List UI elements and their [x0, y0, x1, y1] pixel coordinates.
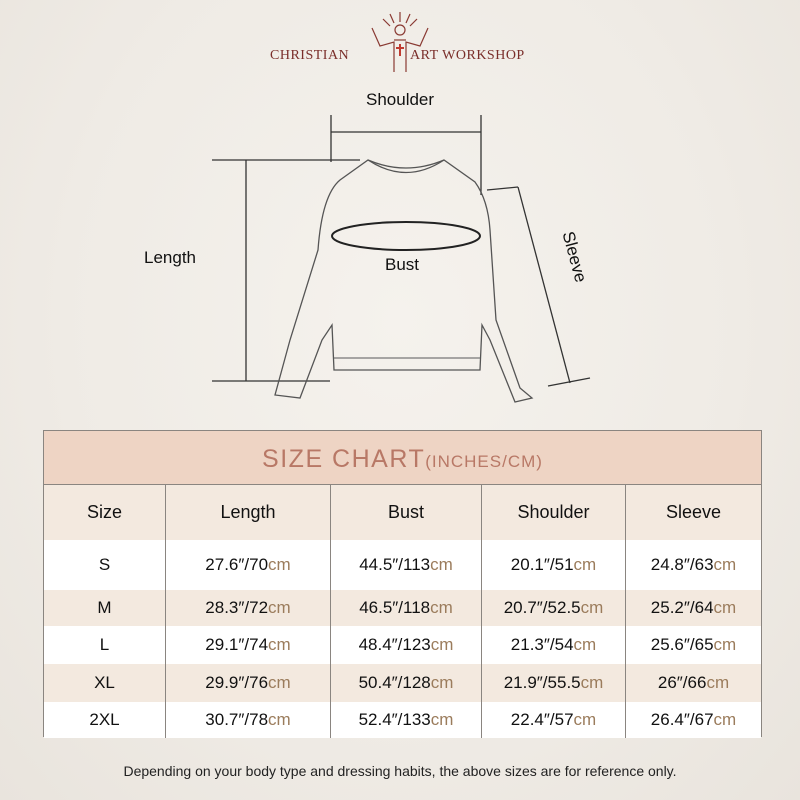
- measure-cell: 50.4″/128 cm: [331, 664, 482, 702]
- measure-value: 24.8″/63: [650, 555, 714, 574]
- measure-value: 22.4″/57: [510, 710, 574, 729]
- measure-value: 52.4″/133: [358, 710, 431, 729]
- unit-cm: cm: [268, 673, 291, 692]
- header-shoulder: Shoulder: [482, 485, 626, 540]
- measure-cell: 44.5″/113 cm: [331, 540, 482, 590]
- measure-value: 28.3″/72: [205, 598, 269, 617]
- unit-cm: cm: [713, 635, 737, 654]
- measure-cell: 25.2″/64 cm: [626, 590, 761, 626]
- measure-cell: 29.1″/74 cm: [166, 626, 331, 664]
- measure-cell: 22.4″/57 cm: [482, 702, 626, 738]
- unit-cm: cm: [268, 598, 291, 617]
- measure-value: 21.3″/54: [510, 635, 574, 654]
- size-cell: S: [44, 540, 166, 590]
- measure-cell: 29.9″/76 cm: [166, 664, 331, 702]
- unit-cm: cm: [580, 673, 604, 692]
- shoulder-label: Shoulder: [366, 90, 435, 109]
- unit-cm: cm: [430, 555, 453, 574]
- unit-cm: cm: [580, 598, 604, 617]
- unit-cm: cm: [713, 710, 737, 729]
- measure-value: 21.9″/55.5: [503, 673, 581, 692]
- brand-name-left: CHRISTIAN: [270, 48, 350, 63]
- christ-logo-icon: [371, 12, 429, 72]
- measure-value: 30.7″/78: [205, 710, 269, 729]
- measure-cell: 25.6″/65 cm: [626, 626, 761, 664]
- measure-cell: 24.8″/63 cm: [626, 540, 761, 590]
- unit-cm: cm: [268, 555, 291, 574]
- unit-cm: cm: [713, 555, 737, 574]
- sweater-diagram: [212, 115, 591, 403]
- header-length: Length: [166, 485, 331, 540]
- table-row: S 27.6″/70 cm 44.5″/113 cm 20.1″/51 cm 24.8″/63…: [44, 540, 761, 590]
- measure-value: 20.1″/51: [510, 555, 574, 574]
- measure-cell: 26.4″/67 cm: [626, 702, 761, 738]
- bust-label: Bust: [385, 255, 420, 274]
- measure-value: 20.7″/52.5: [503, 598, 581, 617]
- size-cell: L: [44, 626, 166, 664]
- length-label: Length: [144, 248, 196, 267]
- unit-cm: cm: [430, 673, 454, 692]
- unit-cm: cm: [706, 673, 730, 692]
- size-cell: 2XL: [44, 702, 166, 738]
- table-row: L 29.1″/74 cm 48.4″/123 cm 21.3″/54 cm 25.6″/65…: [44, 626, 761, 664]
- measure-cell: 28.3″/72 cm: [166, 590, 331, 626]
- header-sleeve: Sleeve: [665, 502, 722, 522]
- brand-name-right: ART WORKSHOP: [410, 48, 525, 63]
- table-row: 2XL 30.7″/78 cm 52.4″/133 cm 22.4″/57 cm 26.4″/…: [44, 702, 761, 738]
- unit-cm: cm: [268, 635, 291, 654]
- header-row: Size Length Bust Shoulder Sleeve: [44, 485, 761, 540]
- measure-cell: 21.3″/54 cm: [482, 626, 626, 664]
- measure-value: 48.4″/123: [358, 635, 431, 654]
- size-chart-title: SIZE CHART(INCHES/CM): [44, 431, 761, 485]
- unit-cm: cm: [573, 710, 597, 729]
- measure-value: 26″/66: [657, 673, 707, 692]
- measure-cell: 30.7″/78 cm: [166, 702, 331, 738]
- size-chart-table: SIZE CHART(INCHES/CM) Size Length Bust S…: [43, 430, 762, 738]
- measure-value: 50.4″/128: [358, 673, 431, 692]
- measure-cell: 48.4″/123 cm: [331, 626, 482, 664]
- measure-value: 26.4″/67: [650, 710, 714, 729]
- brand-header: CHRISTIAN ART WORKSHOP: [0, 38, 800, 78]
- unit-cm: cm: [268, 710, 291, 729]
- measure-value: 27.6″/70: [205, 555, 269, 574]
- header-bust: Bust: [331, 485, 482, 540]
- disclaimer-note: Depending on your body type and dressing…: [123, 763, 677, 779]
- size-cell: XL: [44, 664, 166, 702]
- unit-cm: cm: [713, 598, 737, 617]
- unit-cm: cm: [430, 635, 454, 654]
- measure-cell: 21.9″/55.5 cm: [482, 664, 626, 702]
- header-size: Size: [44, 485, 166, 540]
- measure-value: 46.5″/118: [359, 598, 431, 617]
- measure-cell: 46.5″/118 cm: [331, 590, 482, 626]
- unit-cm: cm: [430, 710, 454, 729]
- measure-value: 25.2″/64: [650, 598, 714, 617]
- title-unit: (INCHES/CM): [425, 452, 543, 471]
- unit-cm: cm: [430, 598, 453, 617]
- measure-value: 44.5″/113: [359, 555, 431, 574]
- title-text: SIZE CHART: [262, 445, 426, 473]
- table-row: XL 29.9″/76 cm 50.4″/128 cm 21.9″/55.5 cm 26″/6…: [44, 664, 761, 702]
- measure-cell: 20.1″/51 cm: [482, 540, 626, 590]
- measure-value: 29.1″/74: [205, 635, 269, 654]
- measure-cell: 52.4″/133 cm: [331, 702, 482, 738]
- measure-value: 29.9″/76: [205, 673, 269, 692]
- measure-cell: 27.6″/70 cm: [166, 540, 331, 590]
- unit-cm: cm: [573, 635, 597, 654]
- measure-value: 25.6″/65: [650, 635, 714, 654]
- table-row: M 28.3″/72 cm 46.5″/118 cm 20.7″/52.5 cm 25.2″/…: [44, 590, 761, 626]
- size-cell: M: [44, 590, 166, 626]
- unit-cm: cm: [573, 555, 597, 574]
- measure-cell: 26″/66 cm: [626, 664, 761, 702]
- measure-cell: 20.7″/52.5 cm: [482, 590, 626, 626]
